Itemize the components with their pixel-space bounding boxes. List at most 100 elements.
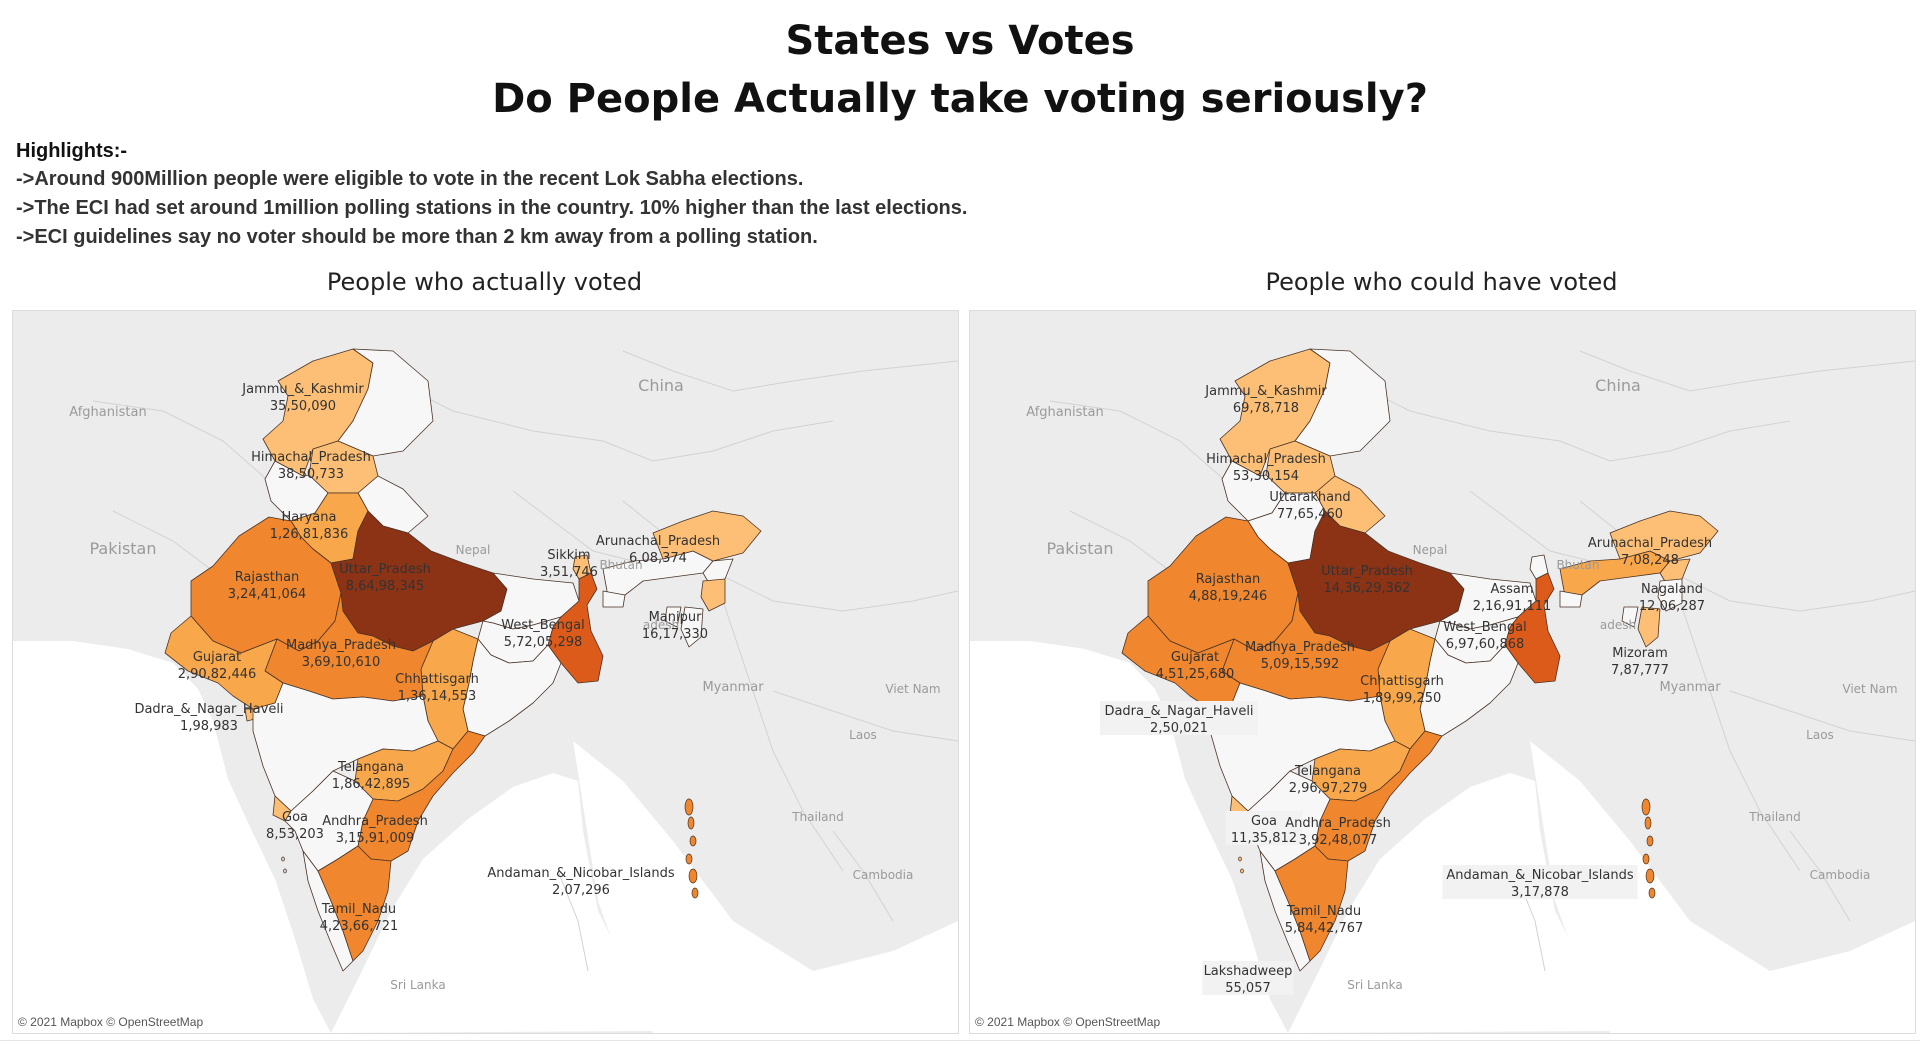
state-tamil-nadu[interactable] xyxy=(317,845,392,962)
island-lakshadweep[interactable] xyxy=(281,856,285,862)
state-tripura[interactable] xyxy=(1621,606,1639,628)
state-name-label: Tamil_Nadu xyxy=(321,902,396,917)
island-lakshadweep[interactable] xyxy=(1238,856,1242,862)
country-border xyxy=(1469,490,1591,562)
state-name-label: Chhattisgarh xyxy=(395,672,479,687)
state-name-label: Uttar_Pradesh xyxy=(1321,564,1413,579)
island-andaman-nicobar-islands[interactable] xyxy=(1641,798,1651,816)
country-border xyxy=(1579,350,1915,392)
state-name-label: Goa xyxy=(1251,814,1277,829)
state-value-label: 1,98,983 xyxy=(180,719,238,734)
country-label: Laos xyxy=(849,728,877,742)
map-panel-eligible-voters[interactable]: China Afghanistan Pakistan Nepal Bhutan Myanm… xyxy=(969,310,1916,1034)
state-name-label: Tamil_Nadu xyxy=(1286,904,1361,919)
india-choropleth-map[interactable]: China Afghanistan Pakistan Nepal Bhutan Myanm… xyxy=(13,311,958,1033)
highlight-item: ->ECI guidelines say no voter should be … xyxy=(16,226,818,248)
country-border xyxy=(557,870,589,972)
state-value-label: 3,24,41,064 xyxy=(228,587,307,602)
label-box xyxy=(1225,811,1303,845)
state-value-label: 8,53,203 xyxy=(266,827,324,842)
island-andaman-nicobar-islands[interactable] xyxy=(1644,816,1652,830)
water-body xyxy=(1288,773,1610,1033)
island-andaman-nicobar-islands[interactable] xyxy=(1646,835,1654,847)
state-name-label: Haryana xyxy=(282,510,337,525)
state-name-label: Assam xyxy=(1490,582,1533,597)
state-value-label: 4,51,25,680 xyxy=(1156,667,1235,682)
state-value-label: 1,86,42,895 xyxy=(332,777,411,792)
island-andaman-nicobar-islands[interactable] xyxy=(1648,887,1656,899)
state-value-label: 4,88,19,246 xyxy=(1189,589,1268,604)
state-value-label: 3,69,10,610 xyxy=(302,655,381,670)
page-subtitle: Do People Actually take voting seriously… xyxy=(492,76,1428,122)
state-arunachal-pradesh[interactable] xyxy=(1609,510,1719,562)
country-border xyxy=(622,350,958,392)
island-lakshadweep[interactable] xyxy=(283,868,287,874)
state-name-label: Sikkim xyxy=(547,548,590,563)
state-tamil-nadu[interactable] xyxy=(1274,845,1349,962)
country-label: Nepal xyxy=(1413,543,1448,557)
state-value-label: 2,96,97,279 xyxy=(1289,781,1368,796)
state-value-label: 77,65,460 xyxy=(1277,507,1343,522)
map-attribution: © 2021 Mapbox © OpenStreetMap xyxy=(18,1015,204,1029)
state-name-label: Andhra_Pradesh xyxy=(1285,816,1391,831)
state-value-label: 2,50,021 xyxy=(1150,721,1208,736)
island-andaman-nicobar-islands[interactable] xyxy=(691,887,699,899)
country-label: Bhutan xyxy=(599,558,642,572)
island-andaman-nicobar-islands[interactable] xyxy=(688,868,698,884)
state-value-label: 3,15,91,009 xyxy=(336,831,415,846)
state-name-label: Arunachal_Pradesh xyxy=(1588,536,1712,551)
state-name-label: Mizoram xyxy=(1612,646,1668,661)
state-name-label: Telangana xyxy=(337,760,404,775)
state-value-label: 4,23,66,721 xyxy=(320,919,399,934)
country-label: Pakistan xyxy=(1047,539,1114,558)
state-value-label: 55,057 xyxy=(1225,981,1271,996)
state-value-label: 1,89,99,250 xyxy=(1363,691,1442,706)
state-manipur[interactable] xyxy=(700,578,726,612)
country-label: adesh xyxy=(1600,618,1636,632)
island-andaman-nicobar-islands[interactable] xyxy=(1642,853,1650,865)
state-tripura[interactable] xyxy=(664,606,682,628)
state-mizoram[interactable] xyxy=(680,606,704,648)
island-andaman-nicobar-islands[interactable] xyxy=(1645,868,1655,884)
highlight-item: ->Around 900Million people were eligible… xyxy=(16,168,804,190)
country-label: China xyxy=(1595,376,1641,395)
state-meghalaya[interactable] xyxy=(602,590,626,608)
state-manipur[interactable] xyxy=(1657,578,1683,612)
island-lakshadweep[interactable] xyxy=(1240,868,1244,874)
island-andaman-nicobar-islands[interactable] xyxy=(684,798,694,816)
state-mizoram[interactable] xyxy=(1637,606,1661,648)
state-arunachal-pradesh[interactable] xyxy=(652,510,762,562)
state-name-label: Madhya_Pradesh xyxy=(1245,640,1355,655)
state-value-label: 2,16,91,111 xyxy=(1473,599,1552,614)
state-value-label: 7,87,777 xyxy=(1611,663,1669,678)
island-andaman-nicobar-islands[interactable] xyxy=(685,853,693,865)
state-name-label: Andhra_Pradesh xyxy=(322,814,428,829)
state-value-label: 5,84,42,767 xyxy=(1285,921,1364,936)
state-name-label: Rajasthan xyxy=(235,570,300,585)
state-name-label: Himachal_Pradesh xyxy=(1206,452,1326,467)
country-border xyxy=(712,570,844,872)
island-andaman-nicobar-islands[interactable] xyxy=(687,816,695,830)
state-name-label: Dadra_&_Nagar_Haveli xyxy=(134,702,283,717)
india-choropleth-map[interactable]: China Afghanistan Pakistan Nepal Bhutan Myanm… xyxy=(970,311,1915,1033)
country-label: Laos xyxy=(1806,728,1834,742)
country-border xyxy=(1789,830,1851,922)
state-meghalaya[interactable] xyxy=(1559,590,1583,608)
state-name-label: Gujarat xyxy=(1171,650,1219,665)
state-name-label: Telangana xyxy=(1294,764,1361,779)
country-label: Thailand xyxy=(1748,810,1801,824)
island-andaman-nicobar-islands[interactable] xyxy=(689,835,697,847)
map-panel-actual-votes[interactable]: China Afghanistan Pakistan Nepal Bhutan Myanm… xyxy=(12,310,959,1034)
country-border xyxy=(1349,380,1791,462)
state-value-label: 3,51,746 xyxy=(540,565,598,580)
label-box xyxy=(1202,961,1294,995)
country-label: adesh xyxy=(643,618,679,632)
country-label: Pakistan xyxy=(90,539,157,558)
country-label: Afghanistan xyxy=(1026,405,1103,420)
state-value-label: 6,97,60,868 xyxy=(1446,637,1525,652)
country-border xyxy=(1669,570,1801,872)
state-value-label: 16,17,330 xyxy=(642,627,708,642)
state-value-label: 1,36,14,553 xyxy=(398,689,477,704)
state-value-label: 2,90,82,446 xyxy=(178,667,257,682)
country-label: Myanmar xyxy=(702,680,764,695)
